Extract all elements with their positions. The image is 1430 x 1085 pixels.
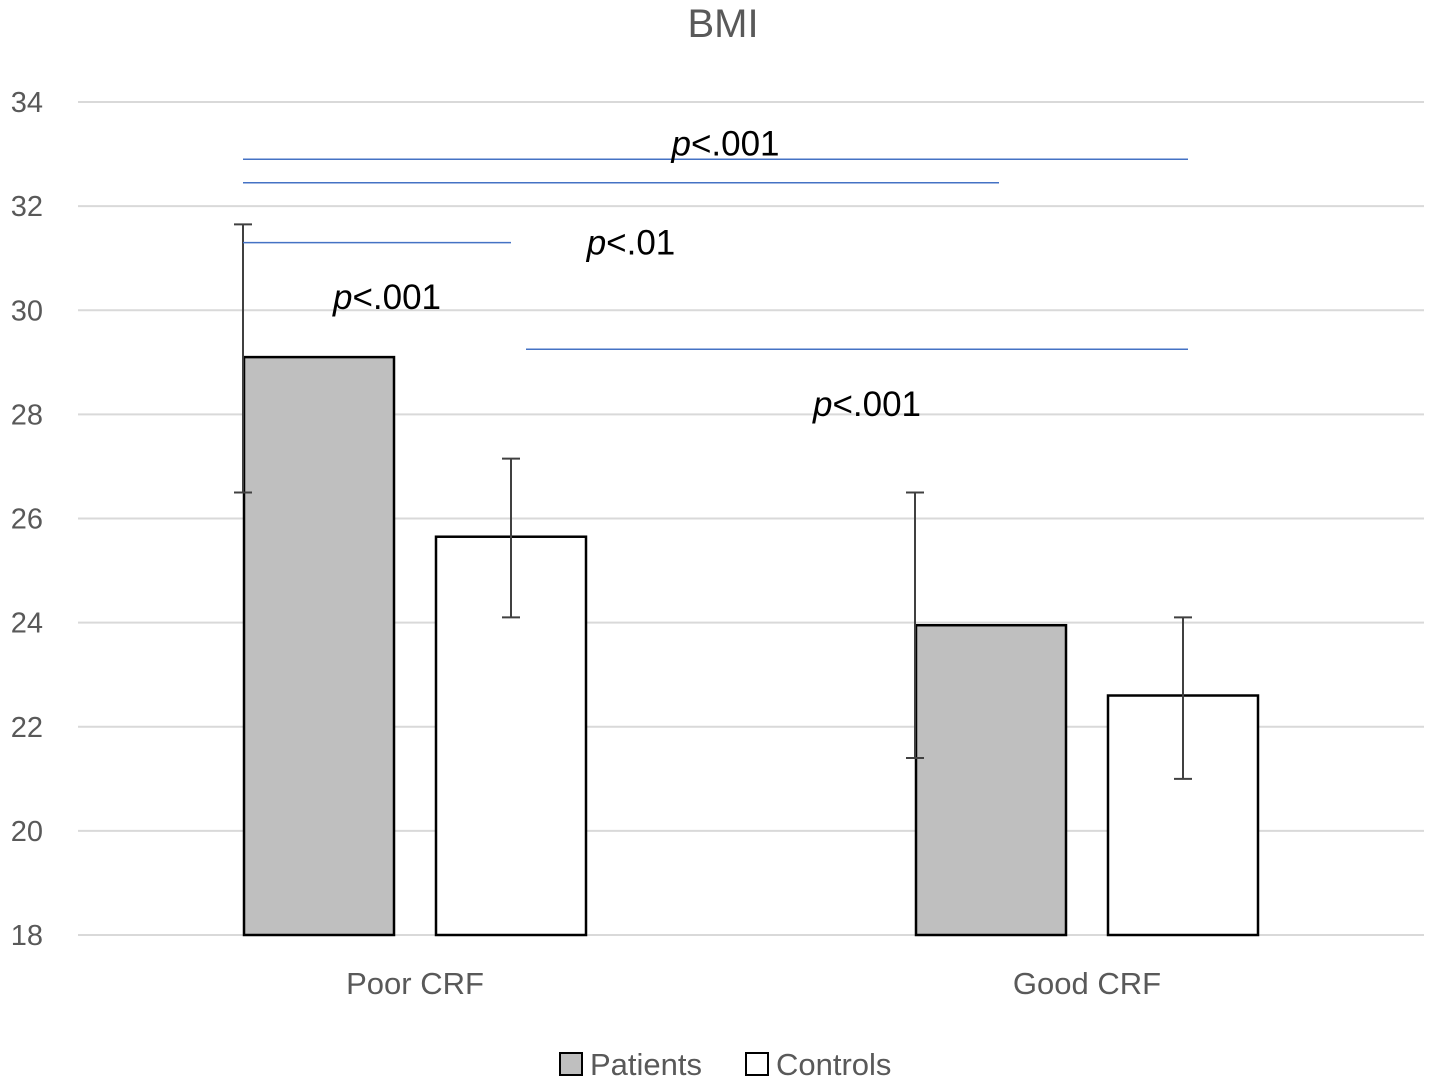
p-value-label: p<.001 — [812, 385, 921, 424]
chart-title: BMI — [687, 2, 758, 46]
legend: Patients Controls — [559, 1047, 891, 1082]
category-labels: Poor CRF Good CRF — [346, 966, 1161, 1001]
y-tick-label: 30 — [11, 295, 43, 327]
p-value-label: p<.01 — [586, 224, 676, 263]
legend-swatch — [559, 1052, 583, 1076]
y-tick-label: 18 — [11, 920, 43, 952]
y-tick-label: 32 — [11, 191, 43, 223]
error-bar — [234, 223, 252, 494]
legend-label: Controls — [776, 1047, 891, 1082]
category-label: Poor CRF — [346, 966, 484, 1001]
category-label: Good CRF — [1013, 966, 1161, 1001]
p-value-label: p<.001 — [332, 278, 441, 317]
y-tick-label: 26 — [11, 504, 43, 536]
bars — [242, 355, 1260, 937]
significance-annotation: p<.001 — [243, 125, 1188, 164]
error-bar — [502, 457, 520, 619]
bar-patients-poor-crf — [242, 355, 396, 937]
y-tick-label: 34 — [11, 87, 43, 119]
y-axis-ticks: 18 20 22 24 26 28 30 32 34 — [11, 87, 43, 952]
error-bars — [234, 223, 1192, 780]
y-tick-label: 20 — [11, 816, 43, 848]
error-bar — [906, 491, 924, 759]
error-bar — [1174, 616, 1192, 780]
legend-swatch — [745, 1052, 769, 1076]
legend-item-controls: Controls — [745, 1047, 891, 1082]
significance-annotation: p<.01 — [243, 181, 999, 263]
bar-patients-good-crf — [914, 623, 1068, 937]
y-tick-label: 22 — [11, 712, 43, 744]
significance-annotations: p<.001 p<.01 p<.001 p<.001 — [243, 125, 1188, 424]
significance-annotation: p<.001 — [243, 241, 511, 317]
y-tick-label: 28 — [11, 399, 43, 431]
significance-annotation: p<.001 — [526, 348, 1188, 424]
legend-label: Patients — [590, 1047, 702, 1082]
p-value-label: p<.001 — [670, 125, 779, 164]
legend-item-patients: Patients — [559, 1047, 702, 1082]
y-tick-label: 24 — [11, 608, 43, 640]
